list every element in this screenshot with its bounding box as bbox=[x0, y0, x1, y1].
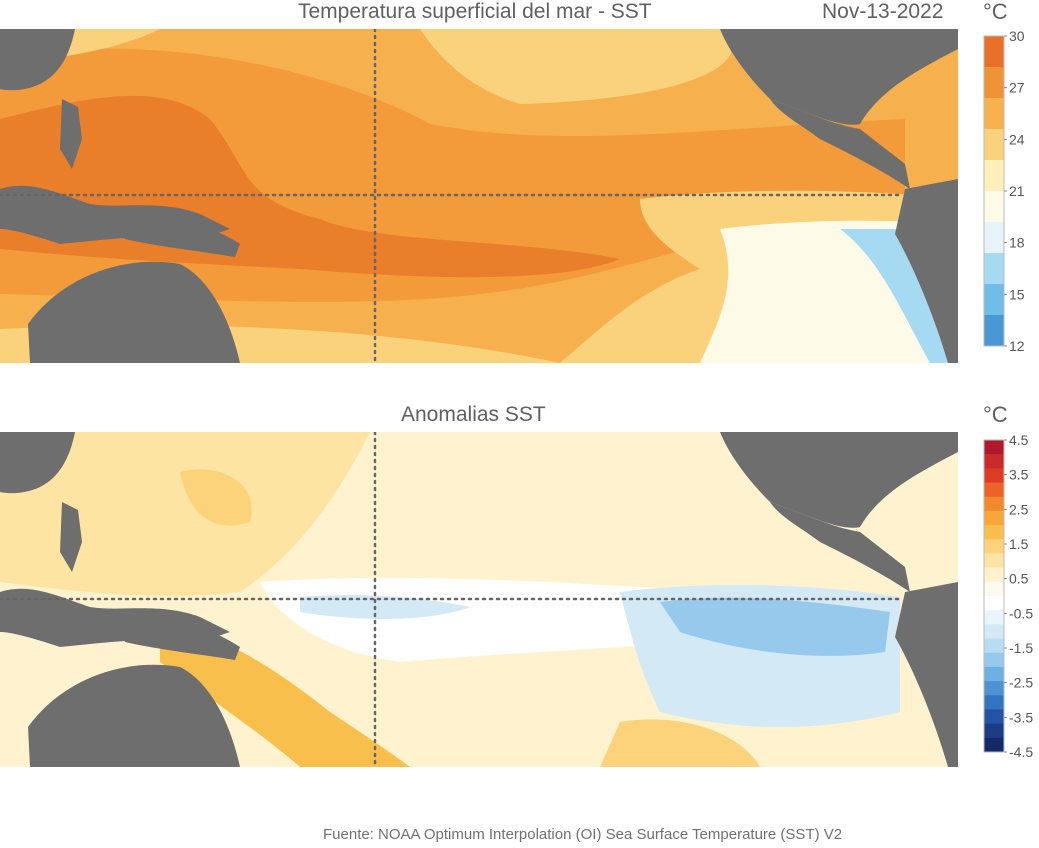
anomaly-map bbox=[0, 432, 958, 767]
colorbar-tick-label: -4.5 bbox=[1009, 744, 1033, 760]
sst-map bbox=[0, 29, 958, 363]
colorbar-cell bbox=[984, 315, 1004, 347]
colorbar-cell bbox=[984, 468, 1004, 484]
sst-colorbar-unit: °C bbox=[983, 0, 1008, 24]
central-america-landmass bbox=[770, 502, 910, 592]
sst-subtropical-band-north bbox=[420, 29, 732, 104]
colorbar-cell bbox=[984, 681, 1004, 696]
sst-colorbar: 30 27 24 21 18 15 12 bbox=[983, 28, 1025, 354]
colorbar-tick-label: 15 bbox=[1009, 286, 1025, 302]
philippines-landmass bbox=[60, 502, 82, 572]
north-america-landmass bbox=[720, 432, 958, 528]
colorbar-cell bbox=[984, 454, 1004, 469]
colorbar-tick-label: -2.5 bbox=[1009, 675, 1033, 691]
colorbar-tick-label: 21 bbox=[1009, 183, 1025, 199]
anomaly-warm-sw-region bbox=[160, 622, 410, 767]
colorbar-tick-label: 24 bbox=[1009, 131, 1025, 147]
data-source-note: Fuente: NOAA Optimum Interpolation (OI) … bbox=[323, 826, 843, 843]
colorbar-cell bbox=[984, 98, 1004, 130]
anomaly-warm-west-region bbox=[0, 432, 370, 597]
sst-map-title: Temperatura superficial del mar - SST bbox=[298, 0, 652, 23]
colorbar-cell bbox=[984, 737, 1004, 753]
colorbar-tick-label: 27 bbox=[1009, 80, 1025, 96]
sst-map-date: Nov-13-2022 bbox=[822, 0, 944, 23]
colorbar-cell bbox=[984, 567, 1004, 583]
colorbar-cell bbox=[984, 624, 1004, 640]
colorbar-cell bbox=[984, 539, 1004, 554]
colorbar-cell bbox=[984, 695, 1004, 710]
colorbar-frame bbox=[983, 439, 1005, 753]
colorbar-cell bbox=[984, 581, 1004, 597]
colorbar-cell bbox=[984, 440, 1004, 455]
colorbar-cell bbox=[984, 510, 1004, 526]
colorbar-tick-label: -1.5 bbox=[1009, 640, 1033, 656]
colorbar-tick-label: 30 bbox=[1009, 28, 1025, 44]
colorbar-tick-label: 2.5 bbox=[1009, 501, 1029, 517]
north-america-landmass bbox=[720, 29, 958, 125]
anomaly-cold-eastern-core bbox=[660, 597, 890, 656]
colorbar-tick-label: 3.5 bbox=[1009, 467, 1029, 483]
south-america-landmass bbox=[895, 582, 958, 767]
colorbar-cell bbox=[984, 723, 1004, 739]
anomaly-cool-band-west bbox=[300, 595, 470, 619]
australia-landmass bbox=[28, 664, 240, 767]
colorbar-cell bbox=[984, 666, 1004, 682]
colorbar-cell bbox=[984, 284, 1004, 316]
anomaly-colorbar-unit: °C bbox=[983, 402, 1008, 427]
new-guinea-landmass bbox=[120, 215, 240, 257]
colorbar-cell bbox=[984, 652, 1004, 668]
new-guinea-landmass bbox=[120, 618, 240, 660]
colorbar-tick-label: 1.5 bbox=[1009, 536, 1029, 552]
colorbar-cell bbox=[984, 709, 1004, 725]
colorbar-cell bbox=[984, 525, 1004, 540]
philippines-landmass bbox=[60, 99, 82, 169]
colorbar-cell bbox=[984, 129, 1004, 161]
south-america-landmass bbox=[895, 179, 958, 363]
anomaly-warm-patch-1 bbox=[180, 469, 252, 526]
asia-landmass bbox=[0, 432, 75, 494]
colorbar-cell bbox=[984, 596, 1004, 611]
anomaly-colorbar: 4.5 3.5 2.5 1.5 0.5 -0.5 -1.5 -2.5 -3.5 -4.5 bbox=[983, 432, 1033, 760]
colorbar-cell bbox=[984, 553, 1004, 569]
colorbar-tick-label: 4.5 bbox=[1009, 432, 1029, 448]
australia-landmass bbox=[28, 261, 240, 363]
colorbar-cell bbox=[984, 482, 1004, 498]
colorbar-cell bbox=[984, 253, 1004, 285]
colorbar-cell bbox=[984, 160, 1004, 192]
asia-landmass bbox=[0, 29, 75, 91]
colorbar-tick-label: 0.5 bbox=[1009, 571, 1029, 587]
colorbar-cell bbox=[984, 638, 1004, 654]
colorbar-cell bbox=[984, 610, 1004, 625]
colorbar-tick-label: 18 bbox=[1009, 235, 1025, 251]
colorbar-cell bbox=[984, 222, 1004, 254]
colorbar-tick-label: 12 bbox=[1009, 338, 1025, 354]
anomaly-map-title: Anomalias SST bbox=[401, 403, 546, 426]
colorbar-tick-label: -0.5 bbox=[1009, 605, 1033, 621]
colorbar-cell bbox=[984, 67, 1004, 99]
colorbar-tick-label: -3.5 bbox=[1009, 709, 1033, 725]
colorbar-cell bbox=[984, 496, 1004, 512]
central-america-landmass bbox=[770, 99, 910, 189]
colorbar-cell bbox=[984, 36, 1004, 68]
colorbar-cell bbox=[984, 191, 1004, 223]
anomaly-warm-south-patch bbox=[600, 719, 760, 767]
